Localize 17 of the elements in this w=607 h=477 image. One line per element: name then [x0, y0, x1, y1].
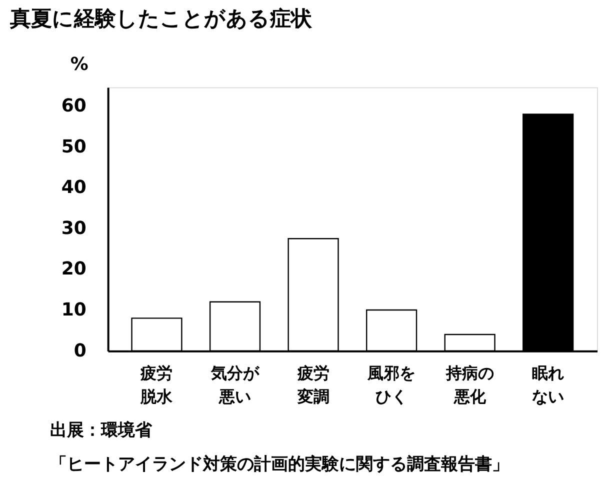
y-tick-label: 20	[61, 258, 86, 280]
x-tick-label: 風邪をひく	[366, 363, 416, 406]
y-tick-label: 0	[74, 340, 86, 362]
x-tick-label: 持病の悪化	[444, 363, 494, 406]
y-tick-label: 50	[61, 136, 86, 158]
y-tick-label: 30	[61, 218, 86, 239]
text: 出展：環境省	[50, 420, 153, 441]
y-tick-label: 40	[61, 177, 86, 198]
y-tick-label: 60	[61, 96, 86, 117]
x-tick-label: 疲労脱水	[140, 363, 174, 406]
y-axis-title: %	[70, 54, 88, 75]
x-tick-label: 疲労変調	[296, 363, 330, 406]
chart-title: 真夏に経験したことがある症状	[8, 6, 313, 30]
y-tick-label: 10	[61, 300, 86, 321]
text: 「ヒートアイランド対策の計画的実験に関する調査報告書」	[50, 454, 509, 475]
x-tick-label: 眠れない	[532, 363, 564, 406]
x-tick-label: 気分が悪い	[210, 363, 260, 406]
